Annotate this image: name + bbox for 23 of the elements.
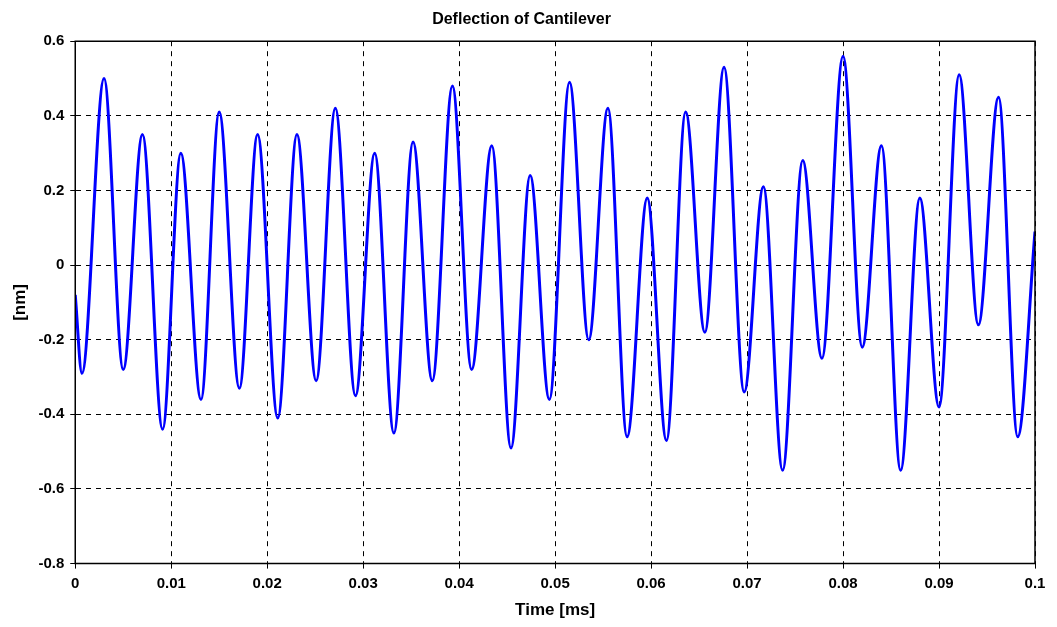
- x-tick-label: 0.07: [732, 573, 762, 591]
- x-tick-label: 0: [71, 573, 80, 591]
- y-tick-label: -0.4: [38, 404, 65, 422]
- y-tick-label: 0.6: [43, 31, 65, 49]
- x-tick-label: 0.02: [252, 573, 282, 591]
- x-tick-label: 0.08: [828, 573, 858, 591]
- y-tick-label: 0.2: [43, 180, 65, 198]
- x-tick-label: 0.05: [540, 573, 570, 591]
- y-axis-title: [nm]: [9, 283, 29, 321]
- y-tick-label: -0.6: [38, 479, 65, 497]
- y-tick-label: -0.2: [38, 329, 65, 347]
- y-tick-label: 0: [55, 255, 65, 273]
- y-tick-label: 0.4: [43, 105, 65, 123]
- x-tick-label: 0.01: [156, 573, 186, 591]
- x-tick-label: 0.03: [348, 573, 378, 591]
- line-series: [75, 54, 1035, 472]
- x-tick-label: 0.09: [924, 573, 954, 591]
- y-tick-label: -0.8: [38, 553, 65, 571]
- x-axis-title: Time [ms]: [515, 600, 596, 620]
- chart-title: Deflection of Cantilever: [432, 10, 611, 28]
- x-tick-label: 0.04: [444, 573, 475, 591]
- x-tick-label: 0.06: [636, 573, 666, 591]
- x-tick-label: 0.1: [1024, 573, 1046, 591]
